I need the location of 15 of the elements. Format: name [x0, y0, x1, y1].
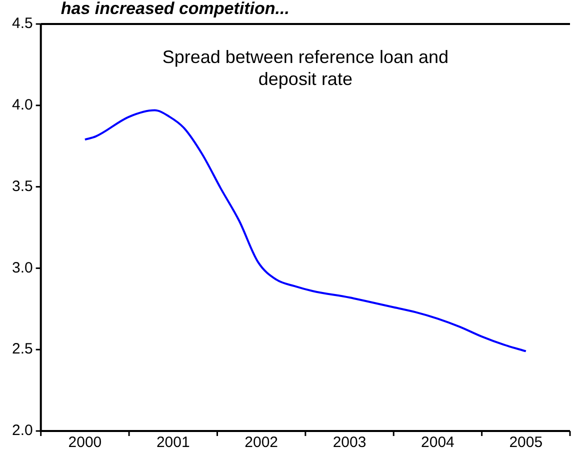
- y-tick-label: 2.5: [12, 340, 33, 358]
- line-series: [84, 109, 527, 352]
- y-tick-label: 3.0: [12, 259, 33, 276]
- y-tick-label: 4.5: [12, 15, 33, 32]
- y-tick-label: 4.0: [12, 96, 33, 114]
- x-tick-label: 2001: [156, 434, 190, 452]
- y-tick-label: 2.0: [12, 422, 33, 440]
- x-tick-label: 2004: [421, 434, 454, 452]
- x-tick-label: 2000: [68, 434, 102, 452]
- chart-title: has increased competition...: [60, 0, 290, 18]
- x-tick-label: 2002: [244, 434, 278, 452]
- y-tick-label: 3.5: [12, 178, 33, 195]
- x-tick-label: 2003: [332, 434, 366, 452]
- text: Spread between reference loan and deposit rate: [162, 46, 449, 89]
- x-tick-label: 2005: [509, 434, 543, 452]
